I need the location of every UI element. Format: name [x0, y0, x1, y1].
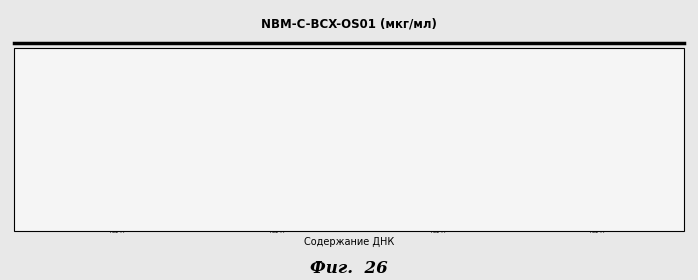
Text: G0/G1: G0/G1 [68, 116, 91, 155]
Text: Sub-G1: 25.1 %
G0/G1: 40.6 %
S: 23.8 %
G2/M: 10.8 %: Sub-G1: 25.1 % G0/G1: 40.6 % S: 23.8 % G… [587, 74, 638, 99]
Text: S: S [108, 183, 112, 206]
Text: Sub-G1: 8.6 %
G0/G1: 61.7 %
S: 11.1 %
G2/M: 18.7 %: Sub-G1: 8.6 % G0/G1: 61.7 % S: 11.1 % G2… [107, 74, 154, 99]
Text: 0: 0 [59, 76, 66, 86]
Text: G2/M: G2/M [133, 172, 147, 186]
Y-axis label: Count: Count [31, 136, 36, 152]
Text: Содержание ДНК: Содержание ДНК [304, 237, 394, 247]
Text: 4: 4 [539, 76, 546, 86]
X-axis label: FL2-A: FL2-A [431, 229, 445, 234]
Y-axis label: Count: Count [511, 136, 517, 152]
Text: Sub-G1: Sub-G1 [54, 171, 72, 208]
Text: Sub-G1: 16.6 %
G0/G1: 44.2 %
S: 15.3 %
G2/M: 23.7 %: Sub-G1: 16.6 % G0/G1: 44.2 % S: 15.3 % G… [428, 74, 479, 99]
Text: Sub-G1: 10.2 %
G0/G1: 57.0 %
S: 11.97 %
G2/M: 20.8 %: Sub-G1: 10.2 % G0/G1: 57.0 % S: 11.97 % … [267, 74, 318, 99]
Text: 2: 2 [380, 76, 387, 86]
Text: Фиг.  26: Фиг. 26 [310, 260, 388, 277]
X-axis label: FL2-A: FL2-A [270, 229, 285, 234]
X-axis label: FL2-A: FL2-A [110, 229, 124, 234]
Text: 1: 1 [219, 76, 226, 86]
X-axis label: FL2-A: FL2-A [590, 229, 604, 234]
Y-axis label: Count: Count [352, 136, 357, 152]
Text: NBM-C-BCX-OS01 (мкг/мл): NBM-C-BCX-OS01 (мкг/мл) [261, 17, 437, 30]
Y-axis label: Count: Count [191, 136, 197, 152]
